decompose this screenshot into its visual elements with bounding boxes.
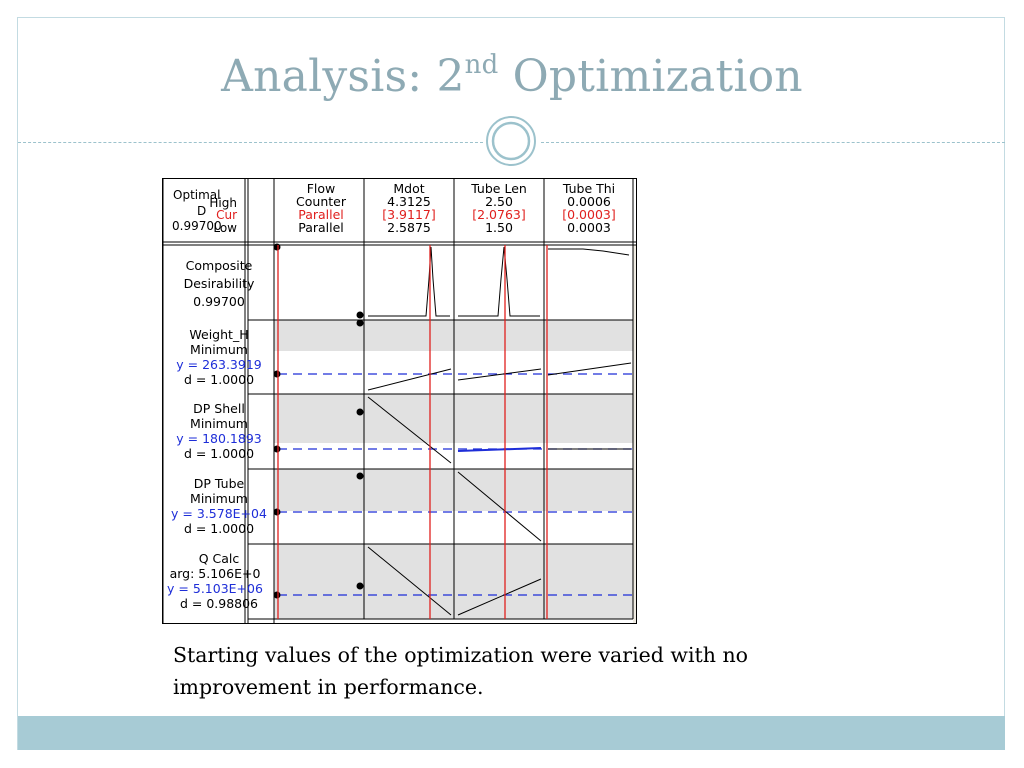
resp-weight-line3: y = 263.3919 <box>176 357 262 372</box>
resp-dptube-line3: y = 3.578E+04 <box>171 506 267 521</box>
current-setting-lines <box>277 245 548 619</box>
resp-qcalc-line3: y = 5.103E+06 <box>167 581 263 596</box>
slide-title: Analysis: 2nd Optimization <box>0 50 1024 102</box>
factor-tubelen-cur: [2.0763] <box>472 207 526 222</box>
factor-headers: Flow Counter Parallel Parallel Mdot 4.31… <box>296 181 616 235</box>
resp-composite-line3: 0.99700 <box>193 294 245 309</box>
response-labels: Composite Desirability 0.99700 Weight_H … <box>167 258 267 611</box>
resp-qcalc-name: Q Calc <box>199 551 240 566</box>
title-rest: Optimization <box>498 51 803 102</box>
divider-left <box>18 142 483 143</box>
dpshell-flat-curve <box>457 447 542 452</box>
resp-dptube-name: DP Tube <box>194 476 245 491</box>
factor-flow-name: Flow <box>307 181 336 196</box>
footer-band <box>18 716 1005 750</box>
response-curves <box>367 246 632 616</box>
resp-composite-name: Composite <box>186 258 253 273</box>
resp-dptube-line2: Minimum <box>190 491 248 506</box>
circle-ornament-icon <box>486 116 536 166</box>
factor-flow-cur: Parallel <box>298 207 344 222</box>
optimization-plot-canvas: Optimal D 0.99700 High Cur Low Flow Coun… <box>163 179 636 623</box>
resp-dpshell-name: DP Shell <box>193 401 245 416</box>
factor-tubethi-high: 0.0006 <box>567 194 611 209</box>
factor-mdot-cur: [3.9117] <box>382 207 436 222</box>
resp-weight-line2: Minimum <box>190 342 248 357</box>
resp-dpshell-line3: y = 180.1893 <box>176 431 261 446</box>
factor-mdot-name: Mdot <box>393 181 424 196</box>
factor-flow-high: Counter <box>296 194 347 209</box>
resp-composite-line2: Desirability <box>184 276 255 291</box>
factor-mdot-high: 4.3125 <box>387 194 431 209</box>
factor-tubethi-name: Tube Thi <box>562 181 615 196</box>
optimization-plot: Optimal D 0.99700 High Cur Low Flow Coun… <box>162 178 637 624</box>
resp-dptube-line4: d = 1.0000 <box>184 521 254 536</box>
resp-weight-line4: d = 1.0000 <box>184 372 254 387</box>
resp-qcalc-line2: arg: 5.106E+0 <box>170 566 261 581</box>
factor-tubelen-low: 1.50 <box>485 220 513 235</box>
factor-flow-low: Parallel <box>298 220 344 235</box>
title-main: Analysis: 2 <box>221 51 465 102</box>
factor-tubelen-high: 2.50 <box>485 194 513 209</box>
factor-tubethi-low: 0.0003 <box>567 220 611 235</box>
factor-tubethi-cur: [0.0003] <box>562 207 616 222</box>
resp-qcalc-line4: d = 0.98806 <box>180 596 258 611</box>
optimal-label: Optimal <box>173 188 220 202</box>
factor-tubelen-name: Tube Len <box>470 181 527 196</box>
grid-lines <box>163 179 636 623</box>
d-value: 0.99700 <box>172 219 222 233</box>
factor-mdot-low: 2.5875 <box>387 220 431 235</box>
cur-label: Cur <box>216 208 237 222</box>
high-label: High <box>209 196 237 210</box>
resp-dpshell-line4: d = 1.0000 <box>184 446 254 461</box>
resp-weight-name: Weight_H <box>189 327 248 342</box>
resp-dpshell-line2: Minimum <box>190 416 248 431</box>
caption-text: Starting values of the optimization were… <box>173 643 749 699</box>
low-label: Low <box>213 221 237 235</box>
divider-right <box>541 142 1005 143</box>
d-label: D <box>197 204 206 218</box>
markers <box>273 243 364 599</box>
title-superscript: nd <box>464 50 499 80</box>
